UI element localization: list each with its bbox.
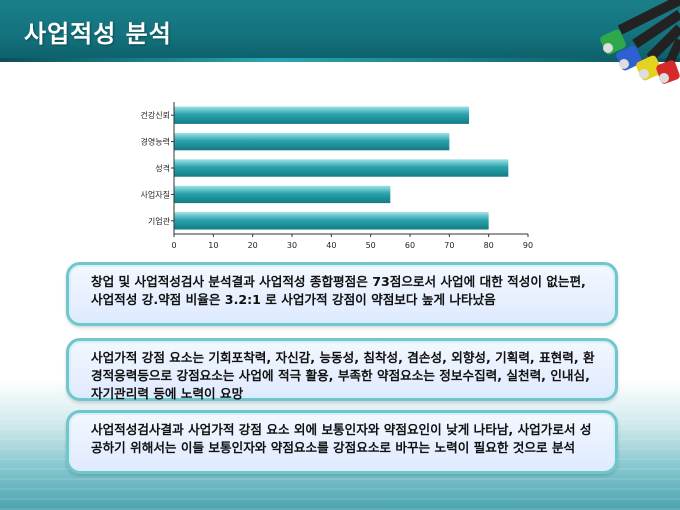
analysis-note-3: 사업적성검사결과 사업가적 강점 요소 외에 보통인자와 약점요인이 낮게 나타…: [66, 410, 618, 474]
x-tick-label: 20: [248, 241, 258, 250]
x-tick-label: 0: [171, 241, 176, 250]
x-tick-label: 10: [208, 241, 218, 250]
x-tick-label: 40: [326, 241, 336, 250]
x-tick-label: 90: [523, 241, 533, 250]
category-label: 성격: [155, 163, 170, 173]
x-tick-label: 60: [405, 241, 415, 250]
bar-3: [174, 185, 391, 204]
category-label: 경영능력: [141, 137, 170, 147]
header-band: 사업적성 분석: [0, 0, 680, 62]
analysis-note-2: 사업가적 강점 요소는 기회포착력, 자신감, 능동성, 침착성, 겸손성, 외…: [66, 338, 618, 401]
bar-4: [174, 212, 489, 230]
category-label: 기업관: [148, 216, 171, 226]
x-tick-label: 50: [366, 241, 376, 250]
bar-0: [174, 106, 469, 124]
cables-decoration-icon: [600, 0, 680, 84]
x-tick-label: 70: [444, 241, 454, 250]
category-label: 사업자질: [141, 190, 170, 199]
x-tick-label: 80: [484, 241, 494, 250]
analysis-note-1: 창업 및 사업적성검사 분석결과 사업적성 종합평점은 73점으로서 사업에 대…: [66, 262, 618, 326]
bar-1: [174, 132, 450, 151]
page-title: 사업적성 분석: [24, 20, 172, 48]
x-tick-label: 30: [287, 241, 297, 250]
bar-2: [174, 159, 509, 177]
category-label: 건강신뢰: [141, 110, 170, 120]
